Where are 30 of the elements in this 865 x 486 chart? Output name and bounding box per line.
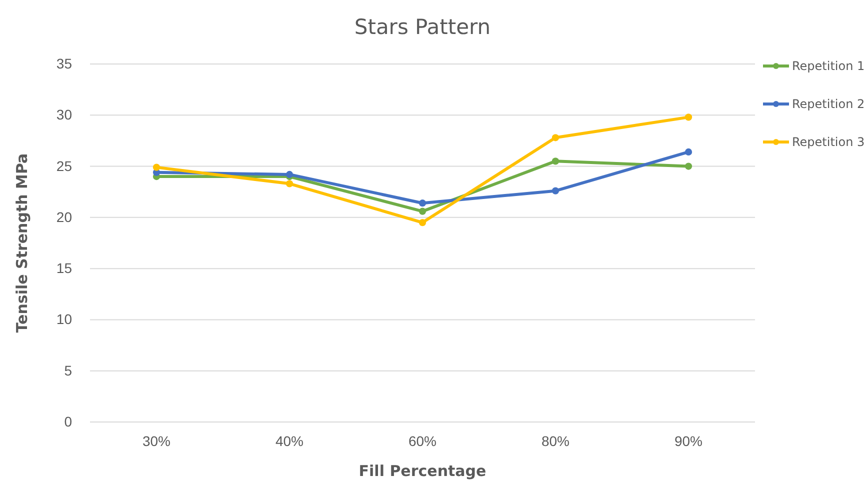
x-tick-label: 90% [674,432,703,449]
x-tick-label: 40% [275,432,304,449]
x-tick-label: 60% [408,432,437,449]
point [552,158,560,165]
y-tick-label: 5 [64,362,72,378]
legend-label: Repetition 3 [792,135,865,149]
chart-title: Stars Pattern [354,15,491,39]
y-tick-label: 10 [56,311,72,328]
y-tick-label: 20 [56,208,72,225]
legend-label: Repetition 1 [792,59,865,73]
point [418,200,426,207]
y-tick-label: 30 [56,106,72,123]
point [552,134,560,142]
point [418,218,426,226]
y-tick-label: 0 [64,413,72,430]
point [418,208,426,215]
point [684,114,692,121]
y-tick-label: 35 [56,55,72,72]
x-tick-label: 80% [541,432,570,449]
point [552,187,560,194]
y-tick-label: 15 [56,260,72,276]
legend-label: Repetition 2 [792,97,865,111]
point [152,164,160,171]
point [286,180,294,188]
point [684,148,692,156]
y-axis-title: Tensile Strength MPa [13,153,31,333]
x-axis-title: Fill Percentage [358,462,486,480]
x-tick-label: 30% [142,432,171,449]
point [684,162,692,170]
y-tick-label: 25 [56,158,72,174]
